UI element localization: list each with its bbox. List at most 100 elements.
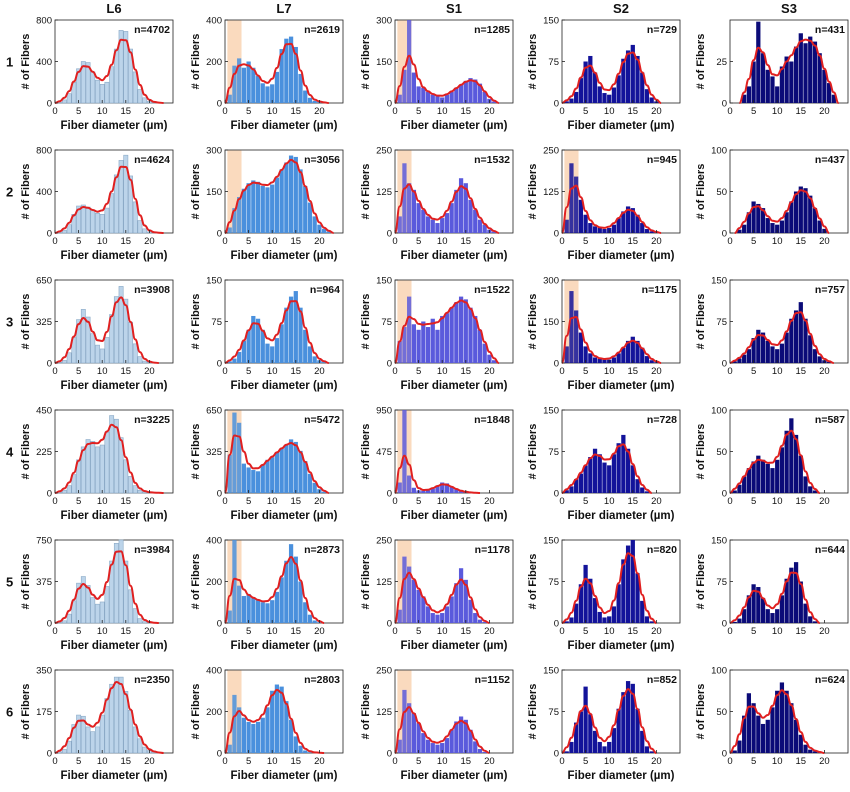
histogram-bar [128, 476, 133, 494]
histogram-bar [307, 346, 313, 363]
histogram-bar [411, 713, 417, 753]
x-tick-label: 0 [222, 626, 227, 637]
histogram-bar [775, 224, 780, 233]
panel-S3-1: 0 25 0 5 10 15 20 n=431 # of Fibers [695, 19, 849, 117]
histogram-bar [770, 346, 775, 363]
histogram-bar [303, 185, 308, 233]
x-tick-label: 0 [559, 106, 564, 117]
histogram-bar [270, 690, 275, 753]
histogram-bar [583, 346, 588, 363]
histogram-bar [241, 717, 247, 753]
histogram-bar [831, 94, 836, 103]
histogram-bar [649, 360, 654, 363]
histogram-bar [142, 746, 148, 754]
histogram-bar [746, 212, 752, 233]
histogram-bar [588, 578, 593, 623]
y-tick-label: 50 [716, 707, 727, 718]
histogram-bar [260, 464, 265, 493]
histogram-bar [770, 468, 775, 493]
histogram-bar [90, 71, 96, 104]
panel-S2-5: 0 75 150 0 5 10 15 20 n=820 # of Fibers Fiber diam… [527, 536, 681, 652]
histogram-bar [232, 208, 237, 233]
fit-curve [561, 688, 657, 754]
y-axis-label: # of Fibers [20, 294, 32, 350]
histogram-bar [444, 738, 450, 753]
y-tick-label: 0 [47, 99, 52, 110]
panel-S2-3: 0 150 300 0 5 10 15 20 n=1175 # of Fibers Fiber di… [527, 276, 681, 392]
histogram-bar [241, 67, 247, 103]
histogram-bar [812, 621, 818, 623]
histogram-bar [784, 578, 789, 623]
panel-S1-3: 0 75 150 0 5 10 15 20 n=1522 # of Fibers Fiber dia… [360, 276, 514, 392]
histogram-bar [569, 163, 574, 233]
histogram-bar [312, 482, 317, 493]
sample-size-label: n=3908 [134, 284, 170, 296]
histogram-bar [449, 596, 454, 623]
histogram-bar [463, 719, 468, 753]
x-tick-label: 0 [392, 236, 397, 247]
histogram-bar [80, 576, 86, 624]
histogram-bar [246, 721, 251, 753]
histogram-bar [251, 598, 256, 623]
x-tick-label: 5 [76, 106, 81, 117]
histogram-bar [270, 346, 275, 363]
histogram-bar [732, 490, 737, 493]
histogram-bar [775, 349, 780, 363]
histogram-bar [435, 486, 440, 493]
x-tick-label: 10 [97, 756, 108, 767]
histogram-bar [246, 467, 251, 493]
histogram-bar [808, 36, 813, 103]
histogram-bar [756, 715, 761, 753]
histogram-bar [279, 49, 284, 103]
sample-size-label: n=5472 [304, 414, 340, 426]
histogram-bar [416, 329, 421, 363]
histogram-bar [574, 479, 579, 493]
histogram-bar [227, 744, 232, 753]
y-tick-label: 0 [387, 99, 392, 110]
y-tick-label: 150 [376, 276, 392, 287]
plot-frame [394, 409, 514, 494]
x-tick-label: 20 [484, 366, 495, 377]
histogram-bar [770, 76, 775, 103]
y-tick-label: 0 [722, 749, 727, 760]
y-tick-label: 400 [36, 57, 52, 68]
sample-size-label: n=728 [647, 414, 677, 426]
x-tick-label: 10 [604, 366, 615, 377]
histogram-bar [482, 622, 487, 623]
x-tick-label: 0 [392, 366, 397, 377]
histogram-bar [574, 91, 579, 103]
histogram-bar [789, 61, 794, 103]
histogram-bar [66, 224, 72, 234]
fit-curve [561, 51, 662, 104]
histogram-bar [293, 291, 298, 363]
histogram-bar [274, 338, 280, 363]
histogram-bar [578, 78, 584, 103]
histogram-bar [425, 327, 431, 363]
y-tick-label: 0 [554, 99, 559, 110]
histogram-bar [765, 340, 770, 363]
y-tick-label: 400 [206, 666, 222, 677]
histogram-bar [411, 72, 417, 103]
y-tick-label: 150 [711, 536, 727, 547]
x-tick-label: 20 [144, 496, 155, 507]
histogram-bar [630, 336, 635, 363]
row-label-2: 2 [6, 185, 13, 200]
histogram-bar [402, 689, 407, 753]
fit-curve [54, 296, 159, 364]
y-axis-label: # of Fibers [20, 424, 32, 480]
histogram-bar [284, 701, 289, 753]
histogram-bar [798, 186, 803, 233]
column-header-S2: S2 [613, 1, 629, 16]
histogram-bar [232, 540, 237, 623]
y-axis-label: # of Fibers [360, 34, 372, 90]
y-axis-label: # of Fibers [527, 294, 539, 350]
y-tick-label: 0 [47, 359, 52, 370]
histogram-bar [444, 213, 450, 233]
histogram-bar [751, 201, 756, 233]
histogram-bar [142, 621, 148, 624]
y-axis-label: # of Fibers [360, 164, 372, 220]
histogram-bar [66, 93, 72, 104]
histogram-bar [770, 613, 775, 623]
x-tick-label: 10 [97, 496, 108, 507]
sample-size-label: n=2803 [304, 674, 340, 686]
